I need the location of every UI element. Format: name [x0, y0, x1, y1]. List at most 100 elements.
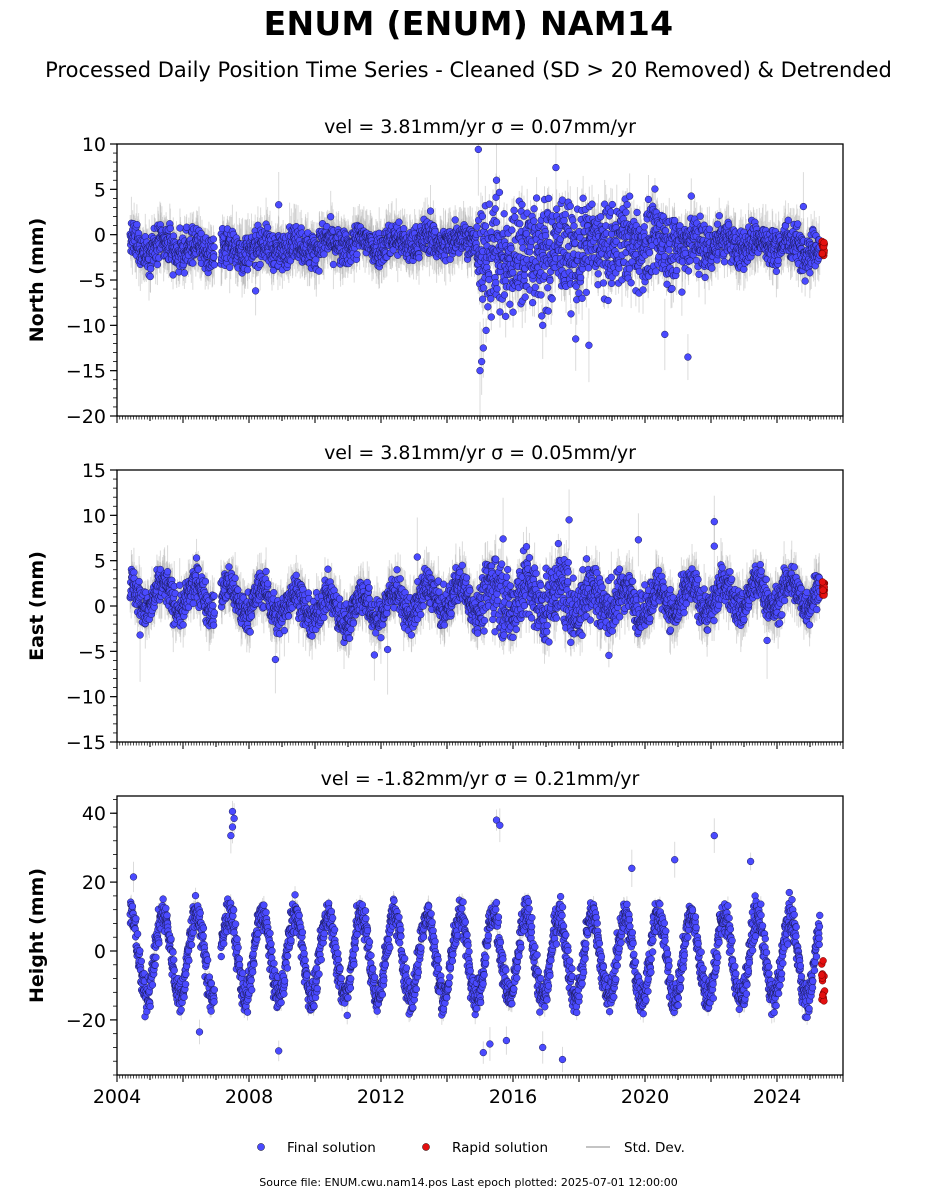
final-solution-point: [594, 270, 602, 278]
final-solution-point: [478, 295, 487, 303]
final-solution-point: [570, 222, 578, 230]
final-solution-point: [579, 194, 587, 202]
final-solution-point: [511, 213, 519, 221]
final-solution-point: [516, 220, 524, 228]
final-solution-point: [226, 263, 234, 272]
final-solution-point: [491, 205, 499, 213]
final-solution-point: [327, 213, 335, 221]
final-solution-point: [521, 293, 529, 301]
plot-area: [126, 144, 828, 416]
final-solution-point: [538, 312, 546, 320]
final-solution-point: [531, 283, 540, 291]
final-solution-point: [180, 269, 189, 277]
final-solution-point: [508, 226, 516, 234]
y-axis-label: North (mm): [26, 218, 48, 343]
final-solution-point: [153, 260, 162, 269]
final-solution-point: [651, 185, 659, 193]
final-solution-point: [640, 223, 648, 231]
final-solution-point: [500, 210, 508, 218]
final-solution-point: [607, 279, 616, 288]
final-solution-point: [520, 271, 529, 279]
final-solution-point: [665, 246, 673, 254]
final-solution-point: [510, 206, 518, 214]
final-solution-point: [532, 194, 541, 202]
final-solution-point: [256, 260, 264, 269]
final-solution-point: [552, 205, 561, 213]
final-solution-point: [663, 280, 671, 288]
final-solution-point: [545, 194, 553, 203]
final-solution-point: [509, 308, 517, 316]
final-solution-point: [566, 202, 574, 210]
final-solution-point: [633, 208, 641, 217]
final-solution-point: [169, 271, 177, 279]
final-solution-point: [578, 294, 586, 302]
final-solution-point: [243, 266, 252, 274]
final-solution-point: [176, 224, 184, 232]
final-solution-point: [451, 216, 459, 224]
final-solution-point: [608, 200, 616, 209]
final-solution-point: [312, 256, 320, 264]
final-solution-point: [506, 300, 514, 308]
final-solution-point: [546, 276, 554, 285]
final-solution-point: [567, 310, 575, 318]
final-solution-point: [528, 299, 537, 307]
final-solution-point: [561, 210, 569, 219]
final-solution-point: [509, 269, 517, 277]
final-solution-point: [492, 278, 500, 287]
figure-subtitle: Processed Daily Position Time Series - C…: [45, 58, 892, 82]
final-solution-point: [487, 313, 495, 321]
final-solution-point: [671, 216, 679, 225]
final-solution-point: [582, 288, 590, 297]
panel-title: vel = 3.81mm/yr σ = 0.07mm/yr: [324, 116, 636, 138]
final-solution-point: [482, 326, 490, 335]
final-solution-point: [544, 284, 552, 292]
final-solution-point: [661, 227, 670, 235]
final-solution-point: [493, 285, 501, 293]
final-solution-point: [395, 218, 403, 226]
final-solution-point: [548, 295, 556, 303]
final-solution-point: [569, 216, 577, 224]
final-solution-point: [415, 254, 423, 262]
final-solution-point: [147, 265, 155, 273]
final-solution-point: [530, 217, 538, 225]
final-solution-point: [575, 289, 583, 297]
final-solution-point: [639, 286, 647, 294]
final-solution-point: [166, 224, 174, 233]
final-solution-point: [541, 231, 550, 240]
final-solution-point: [210, 243, 218, 251]
final-solution-point: [495, 188, 504, 197]
final-solution-point: [530, 205, 538, 213]
final-solution-point: [584, 264, 593, 272]
final-solution-point: [518, 200, 526, 209]
final-solution-point: [560, 216, 568, 225]
final-solution-point: [479, 284, 488, 292]
final-solution-point: [431, 227, 439, 236]
final-solution-point: [210, 253, 218, 261]
final-solution-point: [133, 220, 141, 229]
final-solution-point: [501, 277, 510, 285]
final-solution-point: [622, 208, 630, 216]
final-solution-point: [507, 244, 515, 253]
final-solution-point: [623, 201, 631, 209]
final-solution-point: [644, 195, 653, 204]
final-solution-point: [484, 303, 492, 311]
final-solution-point: [652, 267, 660, 275]
final-solution-point: [626, 192, 634, 200]
final-solution-point: [627, 279, 635, 287]
final-solution-point: [492, 218, 501, 226]
final-solution-point: [673, 266, 681, 275]
final-solution-point: [263, 223, 272, 232]
final-solution-point: [544, 307, 552, 315]
final-solution-point: [315, 267, 323, 275]
final-solution-point: [353, 250, 361, 259]
final-solution-point: [604, 296, 612, 305]
final-solution-point: [612, 237, 620, 246]
final-solution-point: [473, 223, 481, 231]
final-solution-point: [496, 308, 504, 316]
final-solution-point: [597, 213, 605, 221]
final-solution-point: [487, 295, 495, 303]
final-solution-point: [400, 224, 408, 233]
final-solution-point: [572, 282, 580, 290]
final-solution-point: [492, 193, 500, 201]
